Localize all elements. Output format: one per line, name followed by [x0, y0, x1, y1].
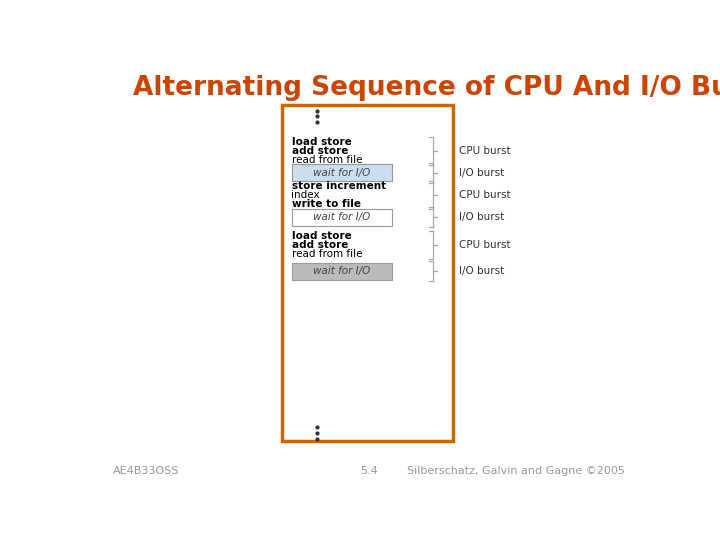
Text: wait for I/O: wait for I/O: [313, 212, 371, 222]
Text: wait for I/O: wait for I/O: [313, 167, 371, 178]
Text: add store: add store: [292, 146, 348, 156]
Text: write to file: write to file: [292, 199, 361, 209]
Text: load store: load store: [292, 137, 351, 147]
Text: CPU burst: CPU burst: [459, 240, 510, 250]
Text: index: index: [292, 190, 320, 200]
Text: Alternating Sequence of CPU And I/O Bursts: Alternating Sequence of CPU And I/O Burs…: [132, 75, 720, 101]
Text: store increment: store increment: [292, 181, 386, 191]
Text: add store: add store: [292, 240, 348, 250]
Text: I/O burst: I/O burst: [459, 266, 504, 276]
Text: Silberschatz, Galvin and Gagne ©2005: Silberschatz, Galvin and Gagne ©2005: [407, 467, 625, 476]
Text: I/O burst: I/O burst: [459, 212, 504, 222]
Text: 5.4: 5.4: [360, 467, 378, 476]
Text: wait for I/O: wait for I/O: [313, 266, 371, 276]
FancyBboxPatch shape: [292, 209, 392, 226]
Text: read from file: read from file: [292, 249, 362, 259]
Text: load store: load store: [292, 231, 351, 241]
Text: I/O burst: I/O burst: [459, 167, 504, 178]
Text: CPU burst: CPU burst: [459, 190, 510, 200]
Text: CPU burst: CPU burst: [459, 146, 510, 156]
Text: read from file: read from file: [292, 156, 362, 165]
Bar: [282, 105, 453, 441]
FancyBboxPatch shape: [292, 262, 392, 280]
FancyBboxPatch shape: [292, 164, 392, 181]
Text: AE4B33OSS: AE4B33OSS: [113, 467, 179, 476]
